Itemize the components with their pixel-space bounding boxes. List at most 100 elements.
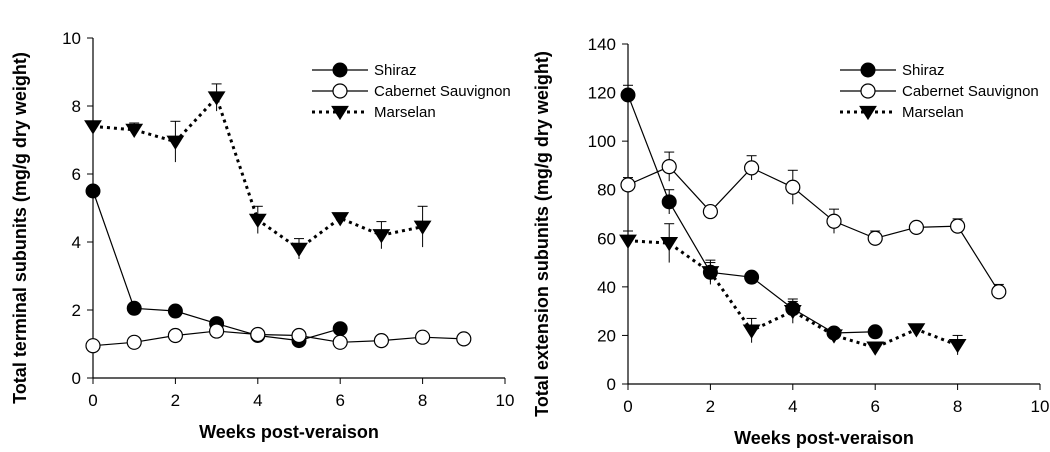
y-tick-label: 10 bbox=[62, 29, 81, 48]
data-point bbox=[702, 203, 719, 220]
y-tick-label: 2 bbox=[72, 301, 81, 320]
data-point bbox=[126, 334, 142, 350]
data-point bbox=[619, 234, 637, 249]
x-tick-label: 2 bbox=[706, 397, 715, 416]
x-tick-label: 0 bbox=[88, 391, 97, 410]
x-tick-label: 6 bbox=[870, 397, 879, 416]
legend-label: Cabernet Sauvignon bbox=[374, 83, 511, 100]
legend-label: Marselan bbox=[902, 104, 964, 121]
series-line bbox=[627, 239, 959, 350]
data-point bbox=[126, 300, 142, 316]
legend-marker bbox=[859, 105, 877, 121]
data-point bbox=[291, 327, 307, 344]
y-tick-label: 6 bbox=[72, 165, 81, 184]
data-point bbox=[166, 135, 185, 150]
y-tick-label: 60 bbox=[597, 229, 616, 248]
legend-entry: Cabernet Sauvignon bbox=[312, 83, 511, 100]
x-axis-title: Weeks post-veraison bbox=[734, 428, 914, 448]
data-point bbox=[290, 242, 308, 257]
legend-marker bbox=[332, 83, 348, 99]
y-tick-label: 0 bbox=[72, 369, 81, 388]
x-tick-label: 4 bbox=[253, 391, 262, 410]
legend-marker bbox=[860, 62, 876, 78]
data-point bbox=[660, 237, 679, 252]
legend-label: Marselan bbox=[374, 104, 436, 121]
data-point bbox=[826, 213, 842, 229]
data-point bbox=[332, 321, 348, 337]
data-point bbox=[991, 284, 1007, 300]
data-point bbox=[661, 159, 677, 175]
y-tick-label: 40 bbox=[597, 278, 616, 297]
data-point bbox=[785, 179, 801, 195]
data-point bbox=[167, 327, 183, 344]
y-tick-label: 4 bbox=[72, 233, 81, 252]
series-marselan bbox=[619, 223, 967, 356]
data-point bbox=[209, 323, 225, 339]
data-point bbox=[948, 339, 967, 354]
legend-entry: Marselan bbox=[840, 104, 964, 121]
data-point bbox=[907, 323, 926, 338]
y-axis-title: Total extension subunits (mg/g dry weigh… bbox=[532, 51, 552, 417]
data-point bbox=[85, 183, 101, 199]
data-point bbox=[908, 219, 925, 235]
legend-entry: Marselan bbox=[312, 104, 436, 121]
legend-label: Shiraz bbox=[374, 62, 417, 79]
data-point bbox=[167, 303, 183, 319]
y-tick-label: 120 bbox=[588, 84, 616, 103]
data-point bbox=[331, 212, 350, 227]
legend-entry: Shiraz bbox=[312, 62, 417, 79]
x-tick-label: 6 bbox=[335, 391, 344, 410]
x-tick-label: 10 bbox=[496, 391, 515, 410]
data-point bbox=[250, 326, 266, 343]
data-point bbox=[783, 305, 802, 320]
y-tick-label: 140 bbox=[588, 35, 616, 54]
series-marselan bbox=[84, 83, 432, 259]
series-shiraz bbox=[620, 84, 883, 341]
series-cabernet-sauvignon bbox=[85, 323, 472, 354]
legend-marker bbox=[860, 83, 876, 99]
y-tick-label: 80 bbox=[597, 181, 616, 200]
data-point bbox=[85, 338, 101, 354]
data-point bbox=[415, 329, 431, 345]
data-point bbox=[867, 324, 883, 340]
y-tick-label: 0 bbox=[607, 375, 616, 394]
chart-panel-1: 0 2 4 6 8 10 0 2 4 6 8 10 Weeks post-veraison Total t… bbox=[10, 29, 514, 442]
data-point bbox=[372, 229, 391, 244]
x-tick-label: 4 bbox=[788, 397, 797, 416]
data-point bbox=[661, 194, 677, 210]
data-point bbox=[866, 341, 885, 356]
series-line bbox=[92, 330, 464, 347]
legend-marker bbox=[331, 105, 349, 121]
y-axis-title: Total terminal subunits (mg/g dry weight… bbox=[10, 52, 30, 404]
series-line bbox=[627, 165, 1000, 293]
data-point bbox=[620, 87, 636, 103]
data-point bbox=[949, 218, 966, 234]
data-point bbox=[620, 177, 636, 193]
data-point bbox=[207, 91, 226, 106]
legend-marker bbox=[332, 62, 348, 78]
data-point bbox=[825, 329, 843, 344]
series-shiraz bbox=[85, 183, 348, 349]
y-tick-label: 8 bbox=[72, 97, 81, 116]
data-point bbox=[742, 324, 761, 339]
data-point bbox=[84, 120, 102, 135]
y-tick-label: 100 bbox=[588, 132, 616, 151]
x-tick-label: 0 bbox=[623, 397, 632, 416]
y-tick-label: 20 bbox=[597, 326, 616, 345]
data-point bbox=[248, 213, 267, 229]
legend-entry: Shiraz bbox=[840, 62, 945, 79]
x-tick-label: 10 bbox=[1031, 397, 1050, 416]
legend-label: Cabernet Sauvignon bbox=[902, 83, 1039, 100]
data-point bbox=[701, 266, 720, 281]
data-point bbox=[867, 230, 883, 246]
series-line bbox=[627, 94, 876, 334]
data-point bbox=[332, 334, 348, 350]
x-tick-label: 8 bbox=[953, 397, 962, 416]
x-tick-label: 8 bbox=[418, 391, 427, 410]
legend-label: Shiraz bbox=[902, 62, 945, 79]
data-point bbox=[413, 220, 432, 235]
legend-entry: Cabernet Sauvignon bbox=[840, 83, 1039, 100]
